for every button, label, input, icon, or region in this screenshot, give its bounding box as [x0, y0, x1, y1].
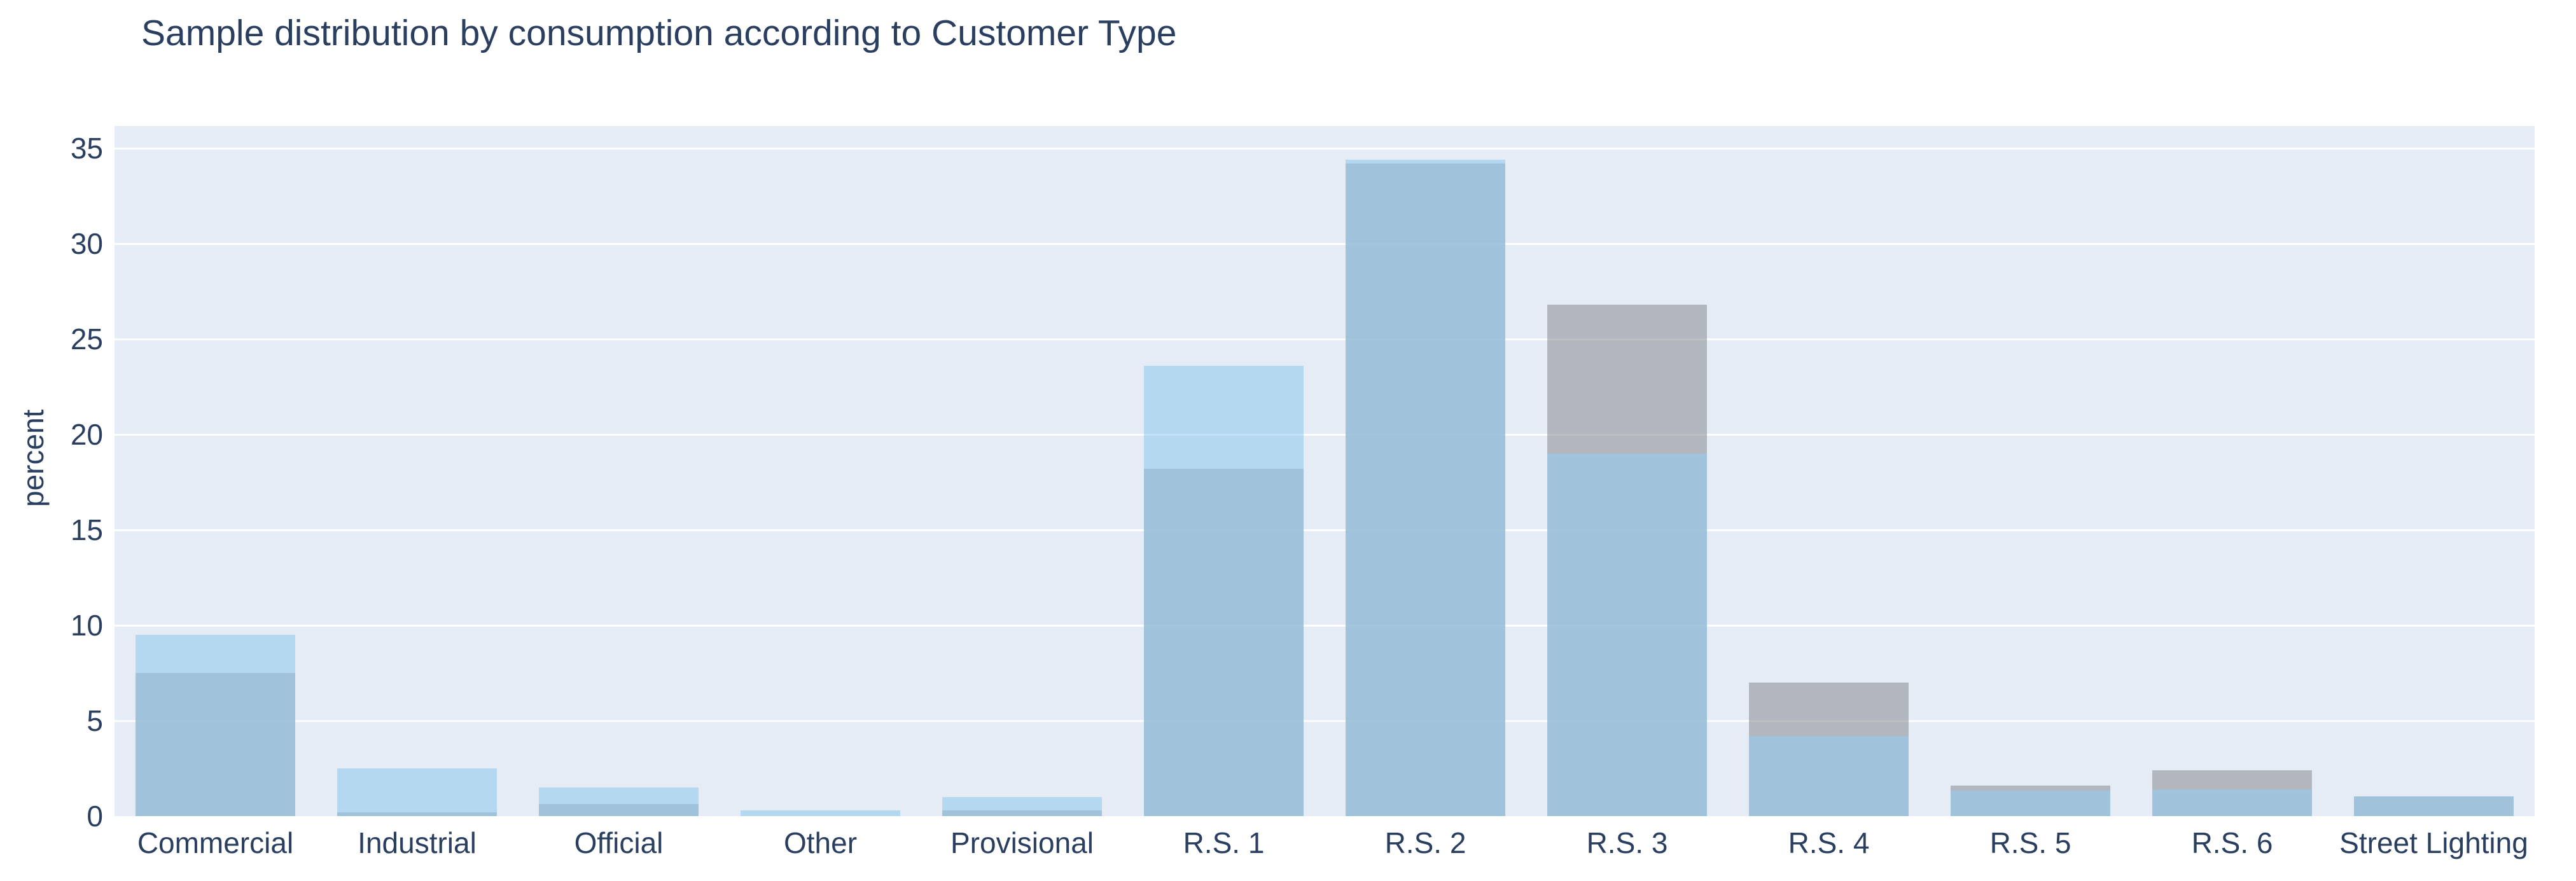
gridline	[115, 433, 2535, 436]
y-tick-label: 35	[70, 132, 103, 165]
x-tick-label-r-s-6: R.S. 6	[2191, 826, 2273, 859]
y-tick-label: 15	[70, 513, 103, 546]
gridline	[115, 719, 2535, 722]
y-tick-label: 0	[87, 800, 103, 833]
bar-series-blue-r-s-5	[1951, 790, 2110, 816]
x-tick-label-r-s-2: R.S. 2	[1384, 826, 1466, 859]
x-tick-label-industrial: Industrial	[358, 826, 477, 859]
plot-area	[115, 126, 2535, 816]
bar-series-blue-commercial	[136, 635, 295, 816]
gridline	[115, 338, 2535, 340]
gridline	[115, 529, 2535, 531]
bar-series-blue-street-lighting	[2354, 796, 2514, 816]
bar-series-blue-other	[741, 810, 900, 816]
x-tick-label-r-s-4: R.S. 4	[1788, 826, 1870, 859]
bar-series-blue-r-s-6	[2152, 789, 2312, 816]
gridline	[115, 147, 2535, 149]
y-tick-label: 20	[70, 418, 103, 451]
y-tick-label: 5	[87, 704, 103, 737]
bar-series-blue-r-s-1	[1144, 366, 1304, 816]
x-tick-label-commercial: Commercial	[137, 826, 294, 859]
x-tick-label-official: Official	[574, 826, 664, 859]
y-tick-label: 30	[70, 227, 103, 260]
bar-series-blue-industrial	[337, 768, 497, 816]
x-tick-label-provisional: Provisional	[950, 826, 1094, 859]
y-tick-label: 25	[70, 323, 103, 356]
bar-series-blue-r-s-4	[1749, 736, 1909, 816]
gridline	[115, 242, 2535, 245]
x-tick-label-r-s-5: R.S. 5	[1989, 826, 2071, 859]
x-tick-label-other: Other	[783, 826, 858, 859]
bar-series-blue-r-s-3	[1547, 454, 1707, 816]
x-tick-label-r-s-1: R.S. 1	[1183, 826, 1265, 859]
bar-series-blue-provisional	[942, 797, 1102, 816]
gridline	[115, 624, 2535, 627]
x-tick-label-r-s-3: R.S. 3	[1586, 826, 1668, 859]
y-tick-label: 10	[70, 609, 103, 642]
bar-series-blue-official	[539, 787, 699, 816]
chart-title: Sample distribution by consumption accor…	[141, 13, 1177, 53]
x-tick-label-street-lighting: Street Lighting	[2339, 826, 2528, 859]
bar-series-blue-r-s-2	[1346, 160, 1505, 816]
